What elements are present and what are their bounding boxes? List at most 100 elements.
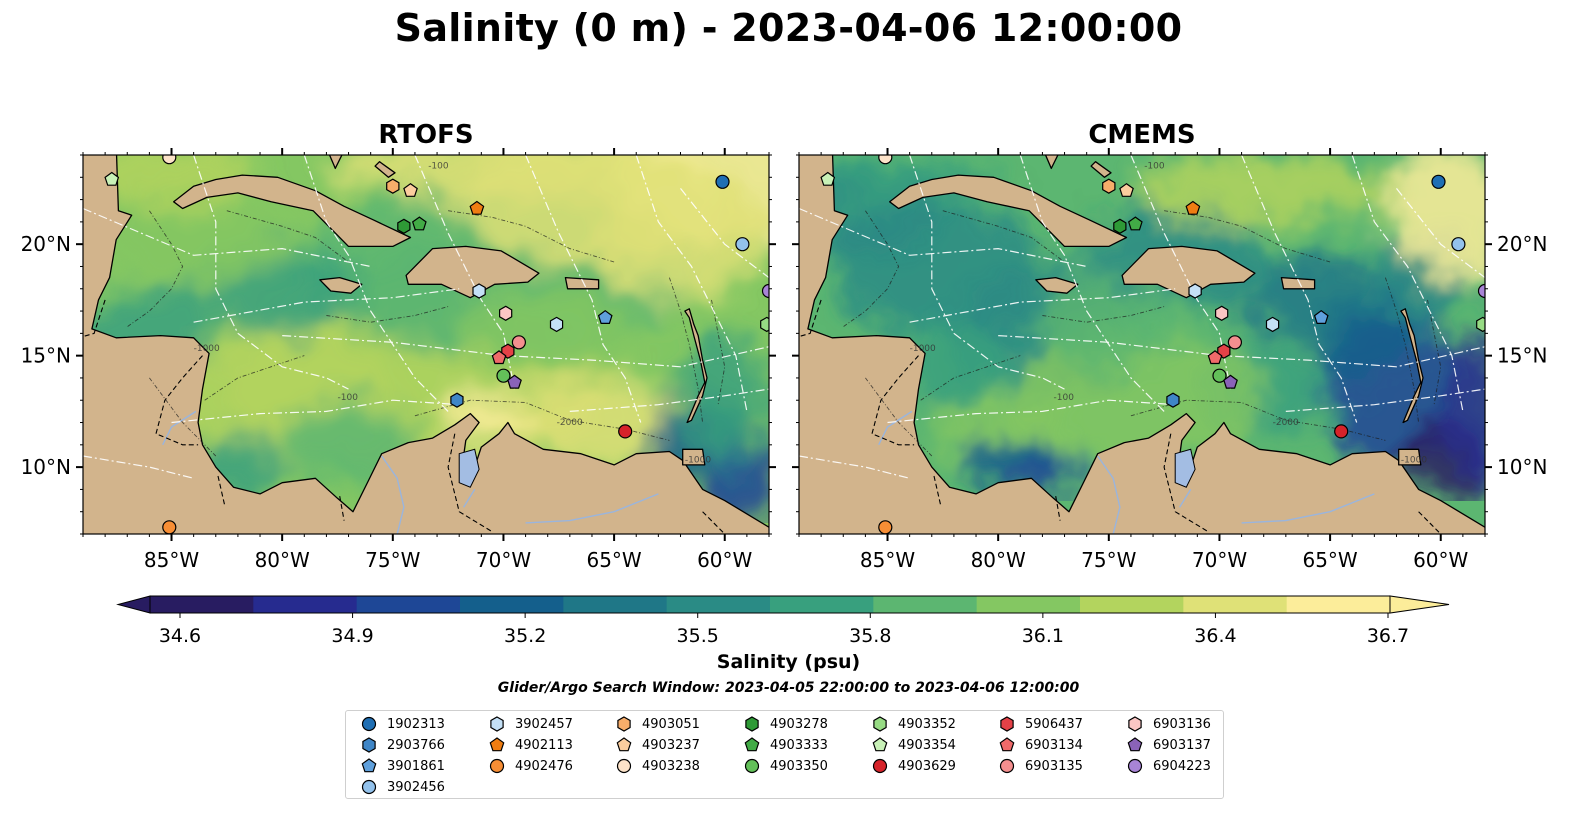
colorbar-swatch (873, 596, 978, 613)
float-4903629 (1334, 424, 1349, 439)
eez-boundary (193, 155, 349, 390)
legend-marker (361, 758, 377, 773)
legend-marker (616, 737, 632, 752)
bathymetry-contour (711, 299, 726, 405)
pentagon-icon (489, 737, 505, 752)
float-4903354 (104, 171, 120, 186)
river (1179, 489, 1192, 508)
land-puertorico (1280, 276, 1316, 290)
legend-marker (361, 716, 377, 732)
circle-icon (616, 758, 632, 774)
colorbar-tick-label: 35.5 (676, 625, 719, 647)
contour-label: -100 (338, 393, 359, 403)
legend-item: 4903051 (616, 714, 700, 734)
eez-boundary (887, 399, 1176, 424)
country-border (83, 299, 106, 338)
colorbar-swatch (150, 596, 254, 613)
lake-maracaibo (1174, 448, 1196, 488)
bathymetry-contour (1164, 210, 1331, 263)
bathymetry-contour (226, 210, 349, 263)
circle-icon (999, 758, 1015, 774)
legend-marker (1128, 716, 1142, 732)
hexagon-icon (745, 716, 759, 732)
colorbar-swatch (976, 596, 1081, 613)
bathymetry-contour (127, 210, 184, 328)
float-1902313 (715, 174, 730, 189)
eez-boundary (1019, 155, 1165, 412)
land-hispaniola (1121, 245, 1256, 299)
legend-marker (616, 758, 632, 774)
legend-label: 5906437 (1025, 716, 1083, 732)
contour-label: -1000 (194, 344, 220, 354)
bathymetry-contour (843, 210, 900, 328)
legend-item: 6903134 (999, 735, 1083, 755)
eez-boundary (525, 155, 642, 423)
colorbar-tick-label: 34.6 (158, 625, 202, 647)
legend-marker (744, 758, 760, 774)
legend-item: 4903333 (744, 735, 828, 755)
bathymetry-contour (865, 377, 933, 457)
pentagon-icon (999, 737, 1015, 752)
contour-label: -2000 (557, 418, 583, 428)
bathymetry-contour (448, 210, 615, 263)
float-6903136 (1214, 305, 1229, 321)
float-4903352 (760, 316, 769, 333)
lon-tick-label: 70°W (1192, 548, 1247, 572)
salinity-field (83, 155, 769, 523)
float-4903238 (878, 155, 893, 165)
salinity-patch (898, 322, 1010, 412)
colorbar-extend-max (1389, 595, 1450, 614)
eez-boundary (83, 455, 194, 479)
country-border (1055, 496, 1061, 521)
eez-boundary (1285, 388, 1485, 412)
bathymetry-contour (204, 355, 305, 401)
legend-marker (744, 737, 760, 752)
legend-label: 6903136 (1153, 716, 1211, 732)
lat-tick-label: 10°N (1497, 455, 1547, 479)
legend-marker (999, 737, 1015, 752)
legend-label: 4902113 (515, 737, 573, 753)
land-cuba (889, 174, 1128, 248)
lat-tick-label: 10°N (21, 455, 71, 479)
float-4903051 (386, 178, 400, 194)
lon-tick-label: 85°W (144, 548, 199, 572)
salinity-patch (503, 377, 681, 468)
float-4902476 (162, 520, 177, 534)
float-2903766 (1166, 392, 1180, 408)
salinity-patch (1385, 155, 1485, 278)
legend-marker (489, 758, 505, 774)
float-markers (104, 155, 769, 534)
legend-item: 2903766 (361, 735, 445, 755)
country-border (217, 475, 226, 506)
bathymetry-contour (1384, 277, 1420, 423)
legend-marker (873, 716, 887, 732)
land-bahamas1 (1044, 155, 1059, 170)
legend-item: 4903354 (872, 735, 956, 755)
legend-label: 3902457 (515, 716, 573, 732)
search-window-caption: Glider/Argo Search Window: 2023-04-05 22… (497, 680, 1080, 696)
float-6903134 (491, 350, 507, 365)
lon-tick-label: 75°W (365, 548, 420, 572)
bathymetry-contour (149, 377, 217, 457)
lat-tick-label: 20°N (1497, 232, 1547, 256)
legend-label: 4903051 (642, 716, 700, 732)
legend-item: 4903238 (616, 756, 700, 776)
bathymetry-contour (920, 355, 1021, 401)
circle-icon (361, 716, 377, 732)
river (162, 410, 197, 446)
float-4903278 (397, 218, 411, 234)
pentagon-icon (744, 737, 760, 752)
map-body: -100 -100 -2000 -1000 -1000 (83, 155, 769, 534)
eez-boundary (1130, 155, 1232, 390)
float-4903333 (1127, 216, 1143, 231)
legend-item: 1902313 (361, 714, 445, 734)
float-4903350 (496, 368, 511, 383)
country-border (155, 355, 203, 446)
legend-marker (1127, 737, 1143, 752)
country-border (1418, 511, 1442, 534)
float-markers (820, 155, 1485, 534)
legend-label: 4903350 (770, 758, 828, 774)
legend-label: 4903237 (642, 737, 700, 753)
country-border (339, 496, 345, 521)
legend-item: 4902476 (489, 756, 573, 776)
